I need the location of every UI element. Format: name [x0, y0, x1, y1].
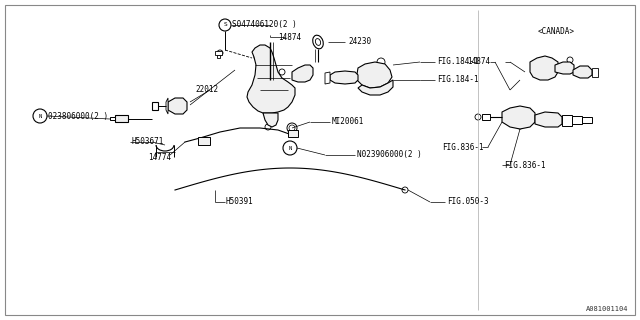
Circle shape	[377, 58, 385, 66]
Text: FIG.836-1: FIG.836-1	[442, 142, 484, 151]
Text: 22012: 22012	[195, 85, 218, 94]
Polygon shape	[217, 55, 220, 58]
Text: FIG.184-1: FIG.184-1	[437, 76, 479, 84]
Ellipse shape	[316, 39, 321, 45]
Polygon shape	[215, 51, 222, 55]
Text: S047406120(2 ): S047406120(2 )	[232, 20, 297, 29]
Text: <CANADA>: <CANADA>	[538, 28, 575, 36]
Text: H503671: H503671	[132, 138, 164, 147]
Circle shape	[289, 125, 295, 131]
Text: H50391: H50391	[226, 197, 253, 206]
Text: FIG.184-1: FIG.184-1	[437, 58, 479, 67]
Text: FIG.050-3: FIG.050-3	[447, 197, 488, 206]
Polygon shape	[502, 106, 535, 129]
Text: FIG.836-1: FIG.836-1	[504, 161, 546, 170]
Polygon shape	[572, 116, 582, 124]
Text: N023906000(2 ): N023906000(2 )	[357, 150, 422, 159]
Circle shape	[402, 187, 408, 193]
Circle shape	[219, 19, 231, 31]
Polygon shape	[263, 113, 278, 127]
Polygon shape	[330, 71, 358, 84]
Text: 023806000(2 ): 023806000(2 )	[48, 111, 108, 121]
Circle shape	[217, 50, 223, 56]
Circle shape	[287, 123, 297, 133]
Text: 24230: 24230	[348, 37, 371, 46]
Polygon shape	[562, 115, 572, 126]
Polygon shape	[292, 65, 313, 82]
Circle shape	[290, 131, 296, 137]
Circle shape	[201, 138, 207, 144]
Polygon shape	[288, 130, 298, 137]
Polygon shape	[535, 112, 562, 127]
Polygon shape	[115, 115, 128, 122]
Circle shape	[268, 109, 276, 117]
Polygon shape	[166, 98, 168, 114]
Circle shape	[475, 114, 481, 120]
Ellipse shape	[313, 35, 323, 49]
Text: S: S	[223, 22, 227, 28]
Circle shape	[33, 109, 47, 123]
Text: A081001104: A081001104	[586, 306, 628, 312]
Text: 14874: 14874	[278, 33, 301, 42]
Circle shape	[283, 141, 297, 155]
Polygon shape	[198, 137, 210, 145]
Polygon shape	[482, 114, 490, 120]
Circle shape	[279, 69, 285, 75]
Text: N: N	[289, 146, 292, 150]
Polygon shape	[555, 62, 574, 74]
Circle shape	[567, 57, 573, 63]
Polygon shape	[530, 56, 558, 80]
Circle shape	[517, 123, 523, 129]
Text: N: N	[38, 114, 42, 118]
Polygon shape	[358, 80, 393, 95]
Text: MI20061: MI20061	[332, 117, 364, 126]
Circle shape	[265, 124, 271, 130]
Polygon shape	[573, 66, 592, 78]
Polygon shape	[357, 62, 392, 88]
Polygon shape	[110, 117, 115, 120]
Polygon shape	[592, 68, 598, 77]
Polygon shape	[325, 72, 330, 84]
Text: 14774: 14774	[148, 153, 171, 162]
Text: 14874: 14874	[467, 58, 490, 67]
Circle shape	[254, 53, 262, 61]
Polygon shape	[247, 45, 295, 113]
Polygon shape	[582, 117, 592, 123]
Polygon shape	[168, 98, 187, 114]
Polygon shape	[152, 102, 158, 110]
